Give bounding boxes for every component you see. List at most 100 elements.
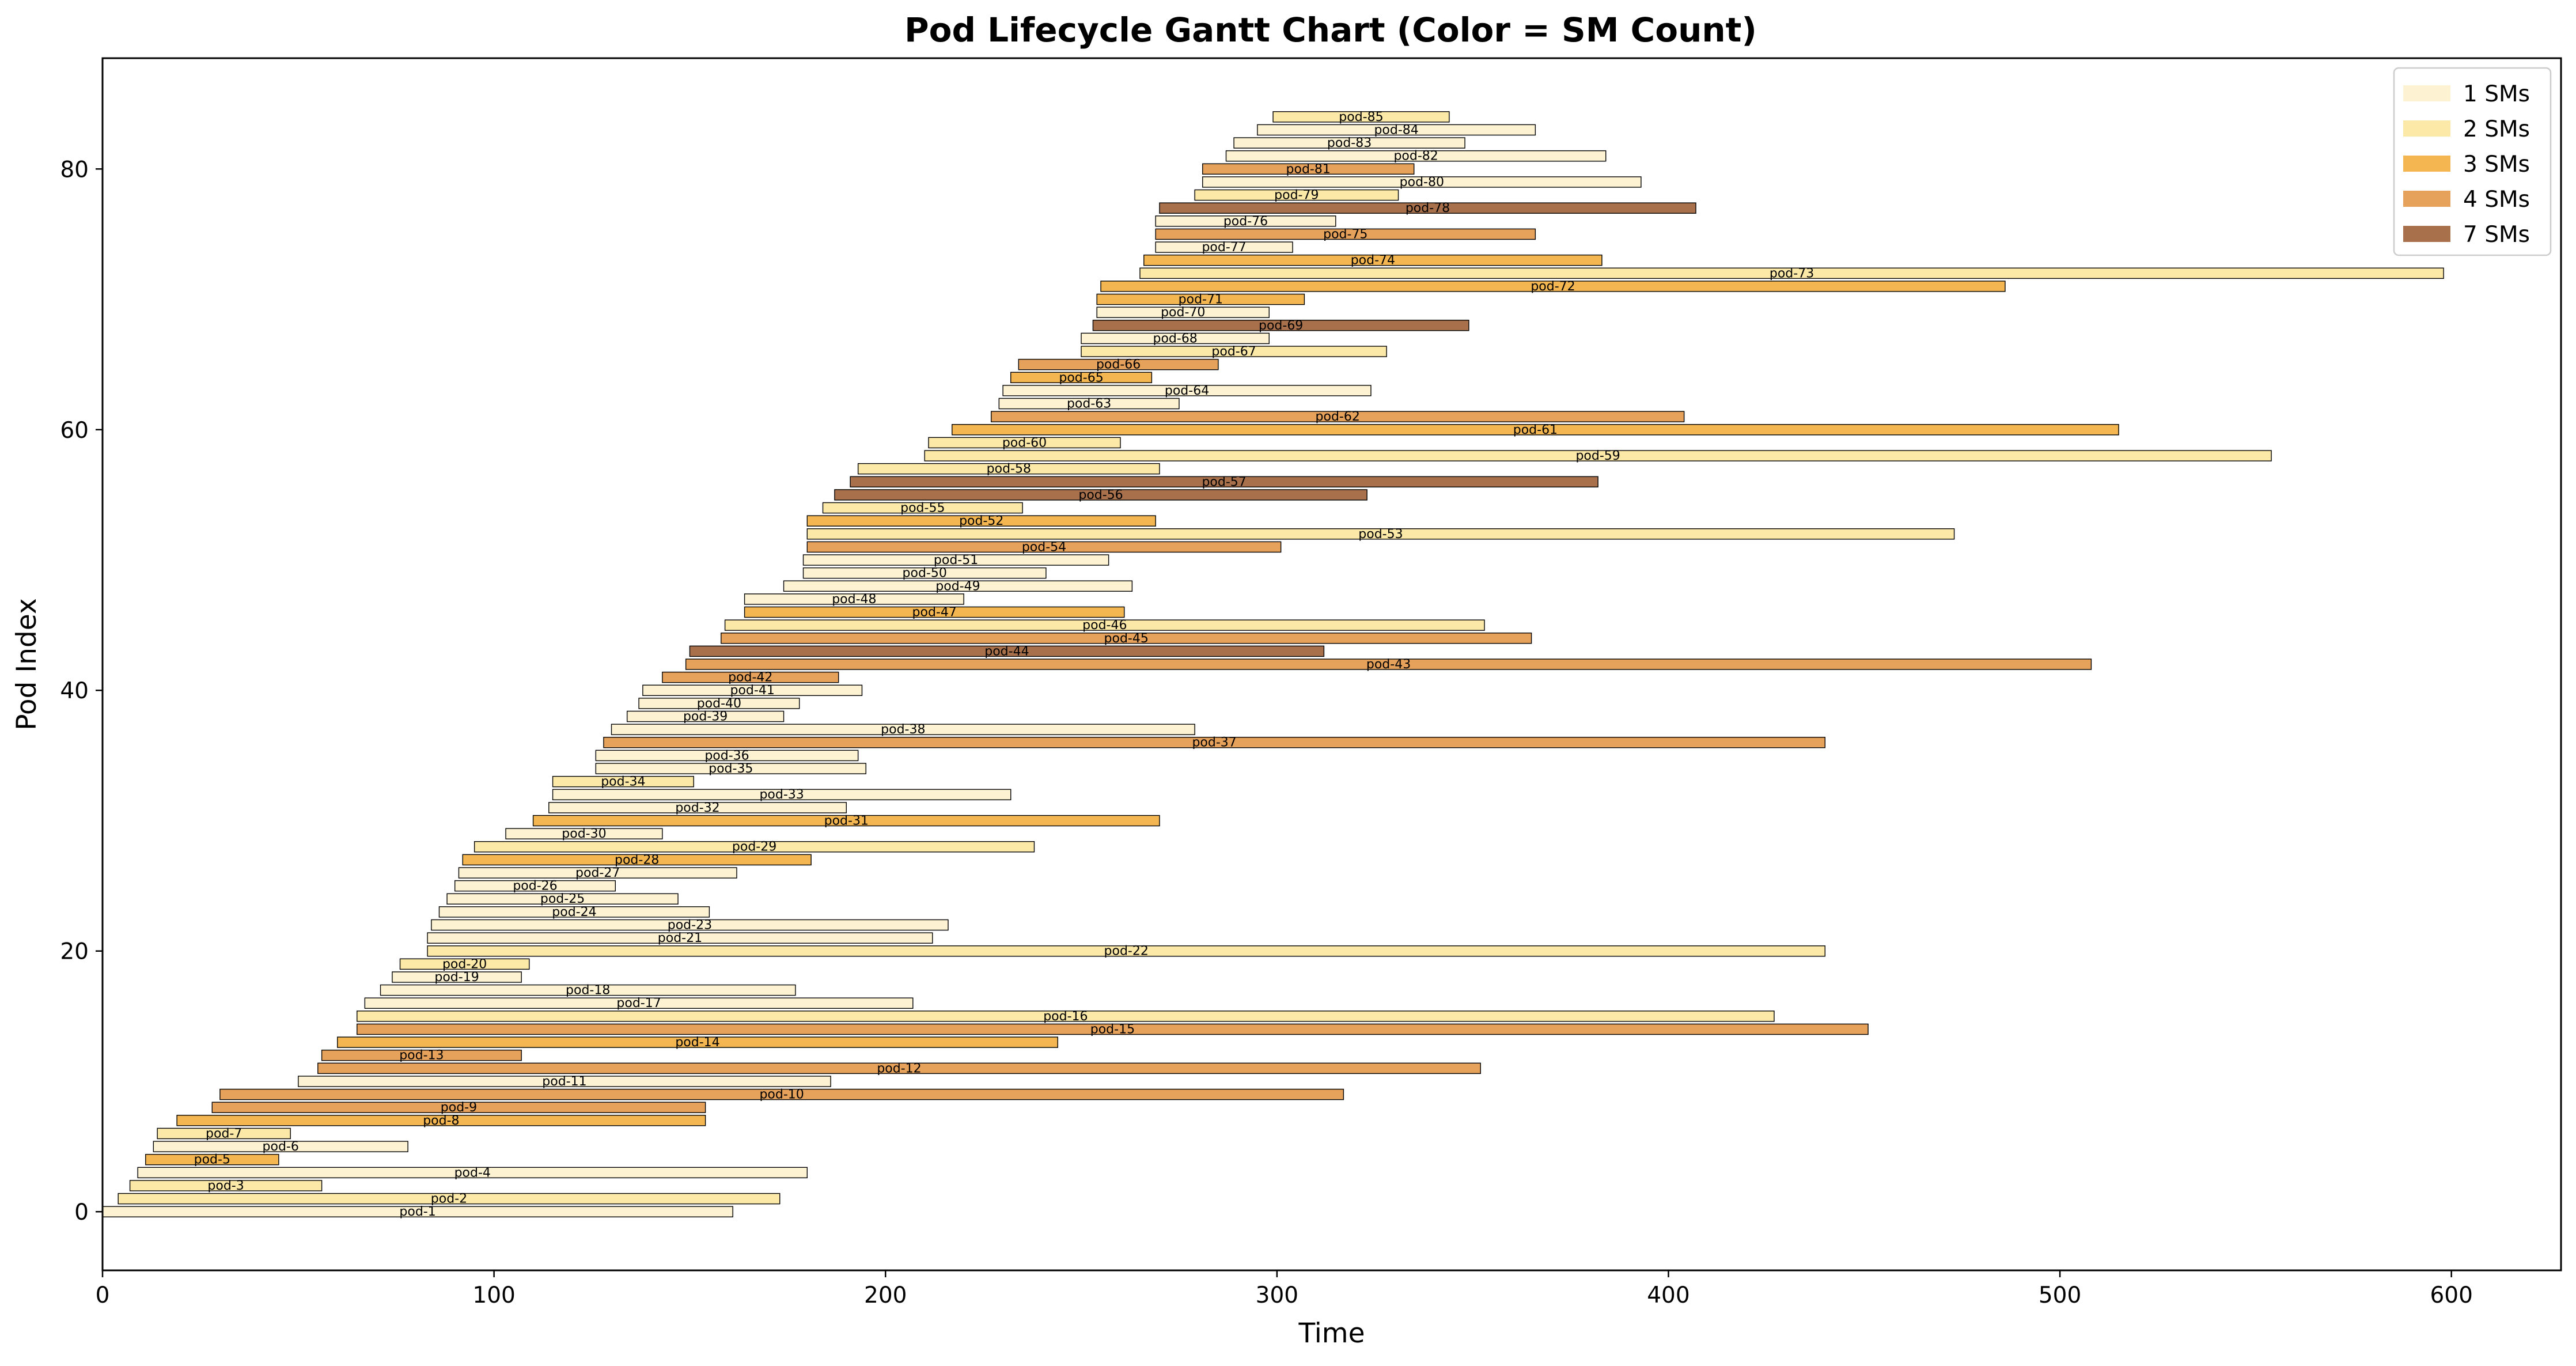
bar-label: pod-46 bbox=[1082, 618, 1127, 633]
bar-label: pod-3 bbox=[207, 1179, 244, 1193]
bar-label: pod-40 bbox=[697, 697, 741, 711]
gantt-bar-pod-26 bbox=[454, 880, 616, 892]
gantt-bar-pod-76 bbox=[1155, 215, 1336, 227]
bar-label: pod-72 bbox=[1531, 279, 1575, 294]
gantt-bar-pod-12 bbox=[317, 1062, 1481, 1074]
gantt-bar-pod-60 bbox=[928, 437, 1121, 449]
gantt-bar-pod-7 bbox=[157, 1127, 291, 1140]
bar-label: pod-53 bbox=[1358, 527, 1403, 542]
gantt-bar-pod-66 bbox=[1018, 358, 1219, 370]
bar-label: pod-14 bbox=[675, 1035, 719, 1050]
bar-label: pod-48 bbox=[832, 592, 876, 607]
x-tick-label: 300 bbox=[1256, 1282, 1298, 1308]
bar-label: pod-25 bbox=[540, 892, 585, 906]
bar-label: pod-59 bbox=[1575, 449, 1620, 463]
legend-swatch-2-sm bbox=[2403, 120, 2450, 137]
gantt-bar-pod-43 bbox=[685, 659, 2092, 670]
gantt-bar-pod-67 bbox=[1081, 346, 1387, 357]
bar-label: pod-76 bbox=[1223, 214, 1268, 229]
gantt-bar-pod-51 bbox=[802, 554, 1109, 566]
gantt-bar-pod-52 bbox=[806, 515, 1156, 527]
gantt-bar-pod-57 bbox=[850, 476, 1598, 488]
gantt-bar-pod-80 bbox=[1202, 176, 1642, 188]
bar-label: pod-38 bbox=[881, 722, 925, 737]
bar-label: pod-54 bbox=[1022, 540, 1066, 554]
gantt-bar-pod-75 bbox=[1155, 228, 1536, 240]
gantt-bar-pod-8 bbox=[176, 1115, 706, 1126]
gantt-bar-pod-33 bbox=[552, 789, 1012, 800]
gantt-bar-pod-30 bbox=[505, 828, 663, 839]
bar-label: pod-23 bbox=[668, 918, 712, 932]
gantt-bar-pod-79 bbox=[1194, 189, 1399, 201]
y-tick-label: 80 bbox=[60, 157, 89, 183]
bar-label: pod-52 bbox=[959, 514, 1003, 528]
legend: 1 SMs 2 SMs 3 SMs 4 SMs 7 SMs bbox=[2393, 67, 2552, 256]
legend-frame bbox=[2393, 67, 2552, 256]
bar-label: pod-22 bbox=[1104, 944, 1149, 959]
gantt-bar-pod-5 bbox=[145, 1153, 279, 1166]
gantt-bar-pod-70 bbox=[1096, 307, 1270, 318]
gantt-bar-pod-11 bbox=[298, 1076, 831, 1087]
bar-label: pod-41 bbox=[730, 683, 775, 698]
bar-label: pod-62 bbox=[1316, 410, 1360, 424]
gantt-bar-pod-48 bbox=[744, 593, 964, 605]
bar-label: pod-36 bbox=[704, 748, 749, 763]
bar-label: pod-43 bbox=[1366, 657, 1411, 672]
gantt-bar-pod-64 bbox=[1002, 385, 1372, 396]
x-tick-label: 200 bbox=[864, 1282, 907, 1308]
gantt-bar-pod-35 bbox=[595, 763, 866, 774]
bar-label: pod-15 bbox=[1090, 1022, 1135, 1036]
gantt-bar-pod-21 bbox=[427, 932, 933, 944]
gantt-bar-pod-34 bbox=[552, 775, 694, 788]
gantt-bar-pod-85 bbox=[1272, 111, 1450, 123]
gantt-bar-pod-68 bbox=[1081, 332, 1270, 345]
bar-label: pod-30 bbox=[562, 827, 606, 841]
bar-label: pod-24 bbox=[552, 905, 596, 920]
gantt-bar-pod-19 bbox=[392, 971, 522, 983]
gantt-bar-pod-13 bbox=[321, 1049, 522, 1061]
bar-label: pod-10 bbox=[759, 1088, 804, 1102]
bar-label: pod-75 bbox=[1323, 227, 1367, 241]
bar-label: pod-80 bbox=[1400, 175, 1444, 190]
gantt-bar-pod-28 bbox=[462, 854, 812, 866]
bar-label: pod-21 bbox=[658, 931, 702, 945]
bar-label: pod-33 bbox=[759, 788, 804, 802]
gantt-bar-pod-55 bbox=[822, 502, 1023, 514]
x-axis: 0 100 200 300 400 500 600 bbox=[96, 1270, 2473, 1308]
bar-label: pod-1 bbox=[399, 1205, 435, 1219]
gantt-bar-pod-74 bbox=[1143, 254, 1603, 266]
gantt-bar-pod-36 bbox=[595, 750, 859, 762]
gantt-bar-pod-6 bbox=[153, 1141, 408, 1152]
gantt-bar-pod-42 bbox=[662, 671, 839, 683]
bar-label: pod-64 bbox=[1165, 384, 1209, 398]
gantt-bar-pod-65 bbox=[1010, 372, 1153, 384]
bar-label: pod-79 bbox=[1274, 188, 1319, 203]
gantt-bar-pod-71 bbox=[1096, 293, 1305, 305]
y-tick-label: 40 bbox=[60, 678, 89, 704]
gantt-bar-pod-59 bbox=[924, 450, 2272, 461]
gantt-bar-pod-84 bbox=[1257, 124, 1536, 136]
gantt-bar-pod-72 bbox=[1100, 281, 2006, 292]
bar-label: pod-61 bbox=[1513, 423, 1558, 437]
gantt-bar-pod-81 bbox=[1202, 163, 1415, 175]
gantt-bar-pod-54 bbox=[806, 541, 1282, 553]
gantt-bar-pod-41 bbox=[642, 684, 863, 696]
x-tick-label: 500 bbox=[2039, 1282, 2081, 1308]
bar-label: pod-74 bbox=[1351, 253, 1395, 268]
bar-label: pod-16 bbox=[1043, 1009, 1088, 1024]
y-axis: 0 20 40 60 80 bbox=[60, 157, 103, 1225]
bar-label: pod-9 bbox=[441, 1100, 477, 1115]
bar-label: pod-68 bbox=[1153, 331, 1197, 346]
bar-label: pod-47 bbox=[912, 606, 957, 620]
gantt-bar-pod-45 bbox=[721, 633, 1532, 644]
bar-label: pod-78 bbox=[1406, 201, 1450, 215]
bar-label: pod-13 bbox=[399, 1049, 444, 1063]
gantt-bar-pod-2 bbox=[118, 1193, 781, 1205]
bars-group bbox=[102, 111, 2444, 1217]
bar-label: pod-35 bbox=[709, 762, 753, 776]
bar-label: pod-65 bbox=[1059, 370, 1103, 385]
gantt-bar-pod-63 bbox=[998, 398, 1180, 410]
bar-label: pod-31 bbox=[824, 813, 869, 828]
